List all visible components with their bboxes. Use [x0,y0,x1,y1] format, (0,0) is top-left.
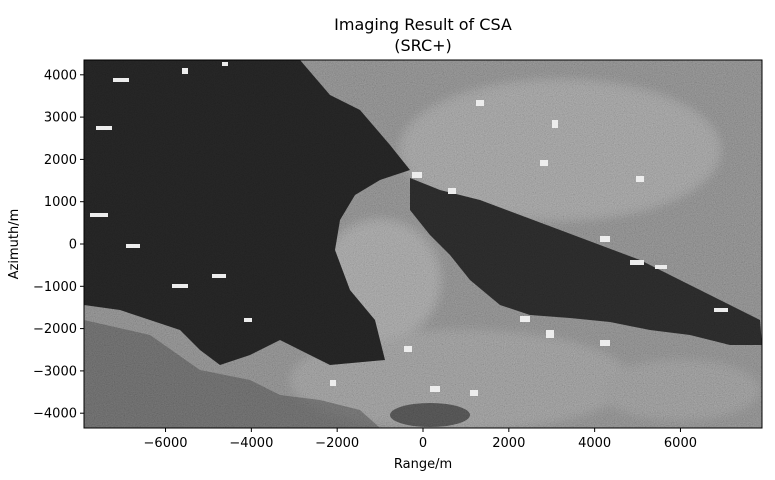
x-axis-ticks: −6000 −4000 −2000 0 2000 4000 6000 [144,428,697,451]
y-tick-label: 4000 [44,68,77,83]
y-tick-label: −3000 [33,364,77,379]
y-tick-label: 3000 [44,111,77,126]
x-tick-label: −6000 [144,436,188,451]
y-tick-label: −1000 [33,280,77,295]
chart-title-line2: (SRC+) [394,36,452,55]
x-tick-label: 4000 [578,436,611,451]
x-tick-label: 0 [419,436,427,451]
x-tick-label: −2000 [315,436,359,451]
chart-title-line1: Imaging Result of CSA [334,15,512,34]
x-tick-label: 2000 [492,436,525,451]
x-tick-label: −4000 [229,436,273,451]
y-tick-label: 2000 [44,153,77,168]
y-tick-label: 1000 [44,195,77,210]
y-tick-label: 0 [69,238,77,253]
y-axis-ticks: 4000 3000 2000 1000 0 −1000 −2000 −3000 −4000 [33,68,84,422]
y-axis-label: Azimuth/m [7,209,22,280]
x-axis-label: Range/m [394,457,452,472]
y-tick-label: −4000 [33,407,77,422]
y-tick-label: −2000 [33,322,77,337]
x-tick-label: 6000 [664,436,697,451]
sar-image [84,60,762,428]
